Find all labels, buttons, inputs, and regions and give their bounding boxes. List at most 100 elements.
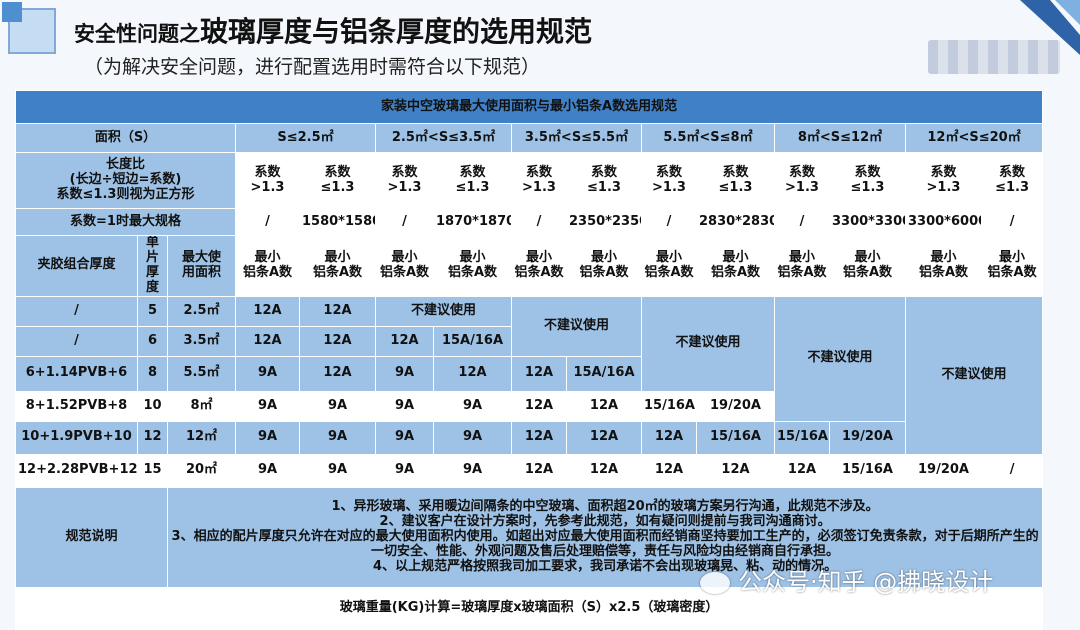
combo-cell: /	[15, 295, 138, 327]
coef-gt-cell: 系数 >1.3	[774, 152, 830, 209]
coef-le-cell: 系数 ≤1.3	[829, 152, 906, 209]
max-spec-cell: 1870*1870	[433, 208, 512, 236]
value-cell: 12A	[299, 355, 376, 392]
note-item: 2、建议客户在设计方案时，先参考此规范，如有疑问则提前与我司沟通商讨。	[379, 513, 831, 529]
combo-cell: /	[15, 325, 138, 357]
value-cell: 9A	[433, 453, 512, 488]
note-item: 4、以上规范严格按照我司加工要求，我司承诺不会出现玻璃晃、粘、动的情况。	[373, 558, 838, 574]
value-cell: 15/16A	[696, 420, 775, 455]
value-cell: 15/16A	[829, 453, 906, 488]
min-a-header: 最小 铝条A数	[511, 235, 567, 297]
col-combo-header: 夹胶组合厚度	[15, 235, 138, 297]
value-cell: 19/20A	[829, 420, 906, 455]
max-area-cell: 2.5㎡	[167, 295, 236, 327]
not-recommended-cell: 不建议使用	[511, 295, 642, 357]
value-cell: 9A	[235, 420, 300, 455]
not-recommended-cell: 不建议使用	[641, 295, 775, 392]
value-cell: 12A	[511, 420, 567, 455]
area-range: S≤2.5㎡	[235, 123, 376, 153]
col-thickness-header: 单片 厚度	[137, 235, 168, 297]
corner-decoration	[2, 2, 56, 54]
coef-le-cell: 系数 ≤1.3	[566, 152, 642, 209]
max-area-cell: 8㎡	[167, 390, 236, 422]
max-area-cell: 20㎡	[167, 453, 236, 488]
not-recommended-cell: 不建议使用	[904, 295, 1044, 455]
notes-cell: 1、异形玻璃、采用暖边间隔条的中空玻璃、面积超20㎡的玻璃方案另行沟通，此规范不…	[166, 486, 1044, 588]
max-spec-cell: 1580*1580	[299, 208, 376, 236]
min-a-header: 最小 铝条A数	[299, 235, 376, 297]
not-recommended-cell: 不建议使用	[375, 295, 512, 327]
max-spec-cell: /	[641, 208, 697, 236]
value-cell: 9A	[375, 420, 434, 455]
combo-cell: 6+1.14PVB+6	[15, 355, 138, 392]
thickness-cell: 5	[137, 295, 168, 327]
value-cell: 12A	[566, 390, 642, 422]
value-cell: 19/20A	[905, 453, 982, 488]
value-cell: 9A	[375, 355, 434, 392]
max-area-cell: 5.5㎡	[167, 355, 236, 392]
value-cell: 15/16A	[774, 420, 830, 455]
watermark: 公众号·知乎 @拂晓设计	[700, 562, 993, 597]
value-cell: 15/16A	[641, 390, 697, 422]
coef-gt-cell: 系数 >1.3	[641, 152, 697, 209]
value-cell: 9A	[375, 390, 434, 422]
value-cell: 9A	[235, 390, 300, 422]
min-a-header: 最小 铝条A数	[566, 235, 642, 297]
value-cell: 12A	[433, 355, 512, 392]
coef-gt-cell: 系数 >1.3	[511, 152, 567, 209]
max-spec-cell: /	[235, 208, 300, 236]
thickness-cell: 8	[137, 355, 168, 392]
min-a-header: 最小 铝条A数	[433, 235, 512, 297]
value-cell: 12A	[235, 325, 300, 357]
thickness-cell: 12	[137, 420, 168, 455]
value-cell: 9A	[433, 390, 512, 422]
area-range: 5.5㎡<S≤8㎡	[641, 123, 775, 153]
min-a-header: 最小 铝条A数	[774, 235, 830, 297]
value-cell: 12A	[774, 453, 830, 488]
spec-table: 家装中空玻璃最大使用面积与最小铝条A数选用规范 面积（S） S≤2.5㎡ 2.5…	[14, 90, 1044, 630]
wechat-icon	[700, 572, 730, 594]
coef-le-cell: 系数 ≤1.3	[696, 152, 775, 209]
value-cell: 12A	[641, 453, 697, 488]
notes-label: 规范说明	[15, 486, 168, 588]
coef-le-cell: 系数 ≤1.3	[299, 152, 376, 209]
value-cell: 9A	[299, 420, 376, 455]
value-cell: 12A	[511, 355, 567, 392]
col-max-area-header: 最大使 用面积	[167, 235, 236, 297]
value-cell: 9A	[299, 453, 376, 488]
value-cell: 12A	[566, 453, 642, 488]
max-spec-cell: 3300*6000	[905, 208, 982, 236]
value-cell: 19/20A	[696, 390, 775, 422]
thickness-cell: 10	[137, 390, 168, 422]
value-cell: 12A	[566, 420, 642, 455]
min-a-header: 最小 铝条A数	[905, 235, 982, 297]
value-cell: 12A	[299, 325, 376, 357]
max-area-cell: 3.5㎡	[167, 325, 236, 357]
max-area-cell: 12㎡	[167, 420, 236, 455]
area-range: 3.5㎡<S≤5.5㎡	[511, 123, 642, 153]
value-cell: 12A	[696, 453, 775, 488]
blurred-logo	[928, 40, 1060, 74]
max-spec-cell: /	[511, 208, 567, 236]
page-subtitle: （为解决安全问题，进行配置选用时需符合以下规范）	[84, 56, 541, 78]
min-a-header: 最小 铝条A数	[829, 235, 906, 297]
max-spec-label: 系数=1时最大规格	[15, 208, 236, 236]
value-cell: 9A	[299, 390, 376, 422]
max-spec-cell: /	[774, 208, 830, 236]
coef-le-cell: 系数 ≤1.3	[980, 152, 1044, 209]
value-cell: 9A	[433, 420, 512, 455]
value-cell: 15A/16A	[566, 355, 642, 392]
combo-cell: 8+1.52PVB+8	[15, 390, 138, 422]
min-a-header: 最小 铝条A数	[235, 235, 300, 297]
coef-le-cell: 系数 ≤1.3	[433, 152, 512, 209]
max-spec-cell: 2830*2830	[696, 208, 775, 236]
coef-gt-cell: 系数 >1.3	[375, 152, 434, 209]
page-title: 安全性问题之玻璃厚度与铝条厚度的选用规范	[74, 15, 593, 48]
note-item: 3、相应的配片厚度只允许在对应的最大使用面积内使用。如超出对应最大使用面积而经销…	[171, 528, 1039, 559]
min-a-header: 最小 铝条A数	[375, 235, 434, 297]
note-item: 1、异形玻璃、采用暖边间隔条的中空玻璃、面积超20㎡的玻璃方案另行沟通，此规范不…	[331, 498, 879, 514]
value-cell: 12A	[511, 453, 567, 488]
value-cell: 12A	[641, 420, 697, 455]
value-cell: 12A	[375, 325, 434, 357]
value-cell: 9A	[235, 453, 300, 488]
